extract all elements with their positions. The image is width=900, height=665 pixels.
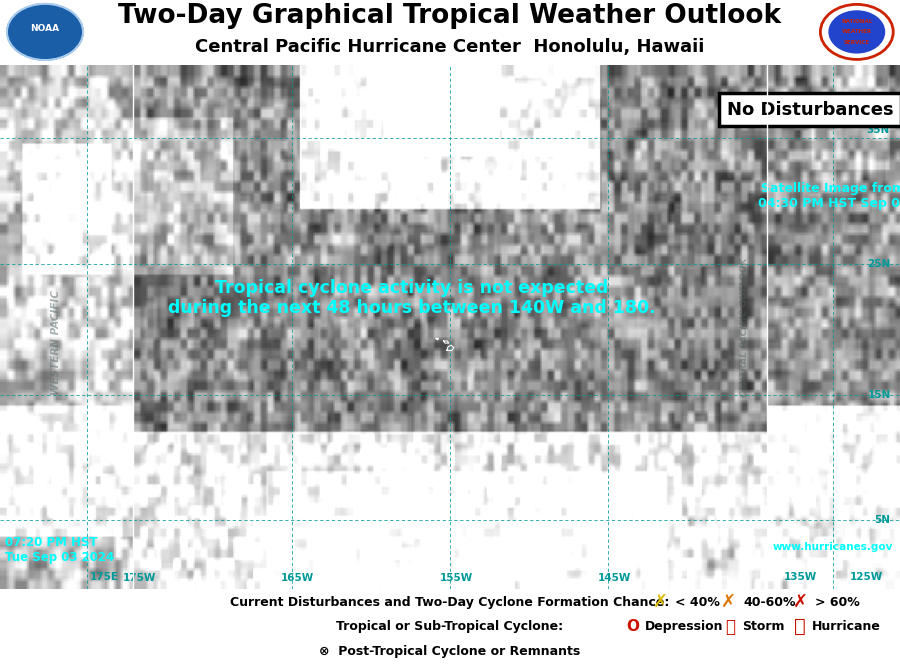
Circle shape	[7, 4, 83, 60]
Text: 07:20 PM HST
Tue Sep 03 2024: 07:20 PM HST Tue Sep 03 2024	[5, 536, 114, 565]
Text: 145W: 145W	[598, 573, 632, 583]
Text: Central Pacific Hurricane Center  Honolulu, Hawaii: Central Pacific Hurricane Center Honolul…	[195, 38, 705, 56]
Text: Two-Day Graphical Tropical Weather Outlook: Two-Day Graphical Tropical Weather Outlo…	[119, 3, 781, 29]
Text: 35N: 35N	[866, 125, 889, 135]
Text: NOAA: NOAA	[31, 25, 59, 33]
Text: ⦻: ⦻	[794, 617, 806, 636]
Text: 175E: 175E	[89, 572, 119, 582]
Text: Hurricane: Hurricane	[812, 620, 881, 633]
Text: Tropical or Sub-Tropical Cyclone:: Tropical or Sub-Tropical Cyclone:	[337, 620, 563, 633]
Text: WESTERN PACIFIC: WESTERN PACIFIC	[51, 290, 61, 395]
Text: 155W: 155W	[440, 573, 473, 583]
Circle shape	[829, 11, 885, 53]
Text: www.hurricanes.gov: www.hurricanes.gov	[773, 542, 894, 552]
Text: ⊗  Post-Tropical Cyclone or Remnants: ⊗ Post-Tropical Cyclone or Remnants	[320, 645, 580, 658]
Text: CENTRAL PACIFIC OUTLOOK: CENTRAL PACIFIC OUTLOOK	[740, 257, 749, 396]
Text: > 60%: > 60%	[815, 596, 859, 608]
Text: ✗: ✗	[652, 593, 668, 611]
Text: ⦻: ⦻	[725, 618, 735, 636]
Text: Current Disturbances and Two-Day Cyclone Formation Chance:: Current Disturbances and Two-Day Cyclone…	[230, 596, 670, 608]
Text: O: O	[626, 619, 640, 634]
Text: 15N: 15N	[868, 390, 891, 400]
Text: 175W: 175W	[122, 573, 157, 583]
Text: 5N: 5N	[875, 515, 891, 525]
Text: NATIONAL: NATIONAL	[842, 19, 872, 24]
Text: Storm: Storm	[742, 620, 785, 633]
Text: 25N: 25N	[868, 259, 891, 269]
Text: 165W: 165W	[282, 573, 315, 583]
Text: 125W: 125W	[850, 572, 883, 582]
Text: Satellite Image from
04:30 PM HST Sep 03: Satellite Image from 04:30 PM HST Sep 03	[758, 182, 900, 210]
Text: 135W: 135W	[784, 572, 816, 582]
Text: Depression: Depression	[645, 620, 724, 633]
Text: < 40%: < 40%	[675, 596, 720, 608]
Text: Tropical cyclone activity is not expected
during the next 48 hours between 140W : Tropical cyclone activity is not expecte…	[168, 279, 656, 317]
Text: SERVICE: SERVICE	[844, 40, 869, 45]
Text: ✗: ✗	[792, 593, 807, 611]
Text: No Disturbances: No Disturbances	[726, 100, 894, 118]
Text: WEATHER: WEATHER	[842, 29, 872, 35]
Text: 40-60%: 40-60%	[743, 596, 796, 608]
Text: ✗: ✗	[720, 593, 735, 611]
